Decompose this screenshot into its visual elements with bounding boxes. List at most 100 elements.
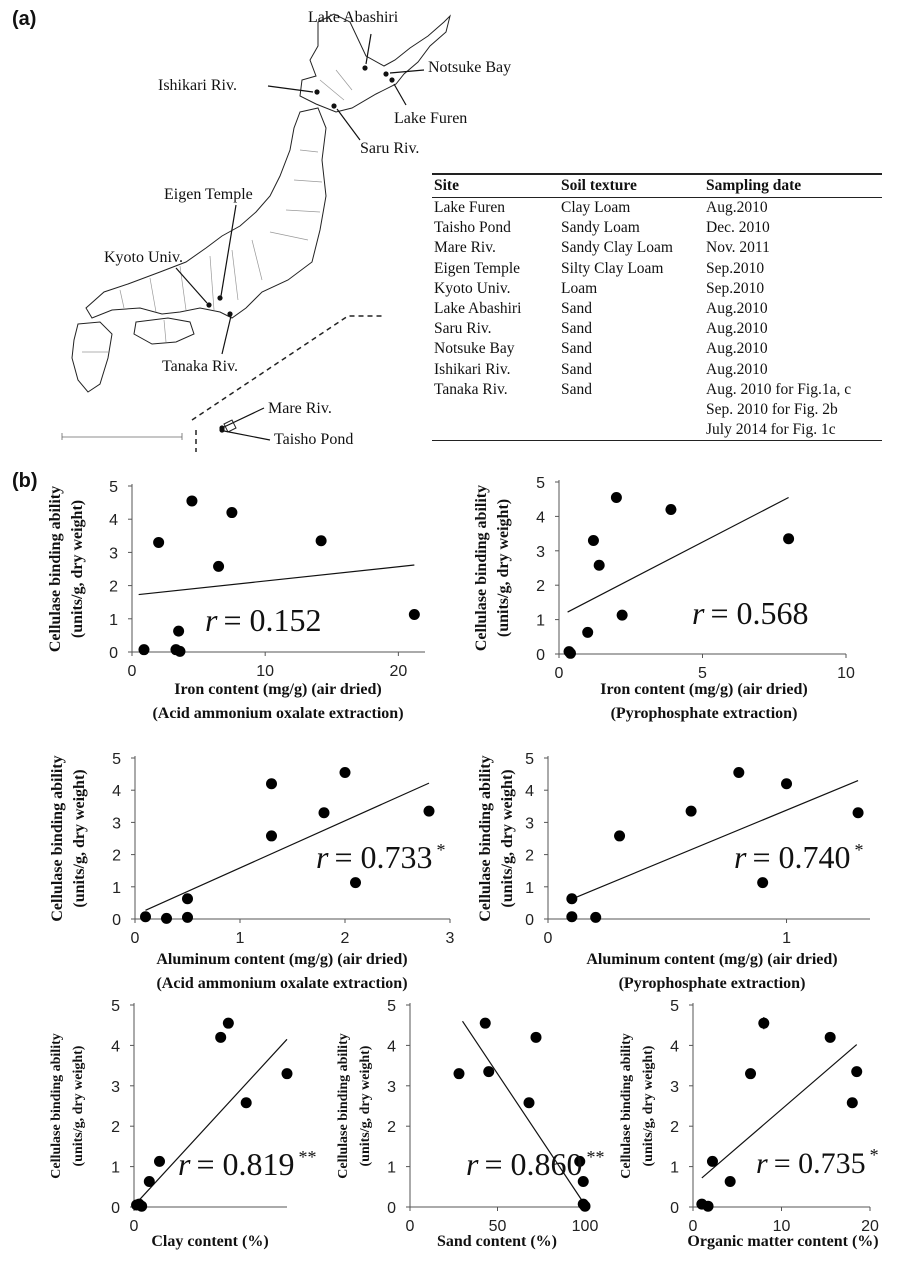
map-site-dot <box>206 302 212 308</box>
y-axis-label: Cellulase binding ability <box>47 486 64 652</box>
x-tick-label: 20 <box>389 663 407 680</box>
map-leader-line <box>220 204 237 297</box>
data-point <box>563 646 575 658</box>
map-site-label: Taisho Pond <box>274 431 353 448</box>
y-tick-label: 4 <box>387 1038 396 1055</box>
japan-map: Lake Abashiri Notsuke Bay Ishikari Riv. Lak… <box>61 9 511 452</box>
map-leader-line <box>221 315 232 355</box>
data-point <box>143 1176 155 1188</box>
y-axis-label: (units/g, dry weight) <box>499 769 516 907</box>
data-point <box>530 1031 542 1043</box>
significance-mark: * <box>870 1145 879 1165</box>
regression-line <box>701 1044 858 1179</box>
table-row: Sep. 2010 for Fig. 2b <box>432 400 882 420</box>
y-axis-label: Cellulase binding ability <box>477 755 494 921</box>
x-tick-label: 50 <box>489 1218 507 1235</box>
site-table-body: Lake Furen Clay Loam Aug.2010 Taisho Pond Sa… <box>432 198 882 442</box>
y-tick-label: 2 <box>112 848 121 865</box>
data-point <box>140 911 151 923</box>
cell-sampling-date: Aug. 2010 for Fig.1a, c <box>706 380 852 398</box>
x-axis-label: Organic matter content (%) <box>687 1233 878 1250</box>
data-point <box>182 893 193 905</box>
r-annotation: r = 0.733 * <box>316 839 446 875</box>
map-leader-line <box>389 69 425 74</box>
y-tick-label: 5 <box>670 998 679 1015</box>
y-tick-label: 1 <box>670 1160 679 1177</box>
x-tick-label: 10 <box>773 1218 791 1235</box>
data-point <box>213 560 225 572</box>
y-tick-label: 1 <box>109 612 118 629</box>
data-point <box>579 1200 591 1212</box>
data-point <box>133 1198 145 1210</box>
x-tick-label: 0 <box>131 930 140 947</box>
y-tick-label: 4 <box>525 783 534 800</box>
data-point <box>783 533 795 545</box>
y-tick-label: 4 <box>670 1038 679 1055</box>
scatter-panel: 0 1 2 3 4 5 0 1 2 3 r = 0.733 * Aluminum content (mg/… <box>49 751 455 992</box>
y-tick-label: 2 <box>536 578 545 595</box>
data-point <box>315 535 327 547</box>
cell-site: Lake Abashiri <box>434 300 522 318</box>
cell-soil-texture: Sandy Clay Loam <box>561 239 673 257</box>
map-site-markers <box>175 33 425 441</box>
site-table: Site Soil texture Sampling date Lake Fur… <box>432 173 882 442</box>
cell-sampling-date: Aug.2010 <box>706 360 768 378</box>
data-point <box>266 778 277 790</box>
cell-soil-texture <box>559 400 704 420</box>
data-point <box>222 1017 234 1029</box>
x-tick-label: 2 <box>341 930 350 947</box>
data-point <box>182 911 193 923</box>
cell-site <box>432 400 559 420</box>
cell-site: Notsuke Bay <box>434 340 515 358</box>
cell-site: Eigen Temple <box>434 259 521 277</box>
data-point <box>318 807 330 819</box>
data-point <box>281 1068 293 1080</box>
data-point <box>702 1200 714 1212</box>
map-leader-line <box>336 108 361 141</box>
map-leader-line <box>223 407 265 428</box>
map-leader-line <box>223 430 271 441</box>
y-tick-label: 3 <box>109 545 118 562</box>
data-point <box>846 1097 858 1109</box>
r-value: = 0.860 <box>484 1146 582 1182</box>
cell-soil-texture: Sand <box>561 300 592 318</box>
map-site-dot <box>217 295 223 301</box>
cell-soil-texture: Sand <box>561 380 592 398</box>
map-leader-line <box>393 83 407 106</box>
x-axis-label: Sand content (%) <box>437 1233 557 1250</box>
cell-soil-texture <box>559 420 704 442</box>
y-tick-label: 5 <box>109 479 118 496</box>
y-axis-label: (units/g, dry weight) <box>641 1045 656 1166</box>
cell-soil-texture: Silty Clay Loam <box>561 259 664 277</box>
panel-label-a: (a) <box>12 8 37 30</box>
data-point <box>153 536 165 548</box>
r-annotation: r = 0.860 ** <box>466 1146 605 1182</box>
data-point <box>614 830 626 842</box>
x-axis-label: (Acid ammonium oxalate extraction) <box>152 705 403 722</box>
scatter-panel: 0 1 2 3 4 5 0 5 10 r = 0.568 Iron content (mg/g) (a… <box>473 475 855 722</box>
shikoku-shape <box>133 317 195 345</box>
kyushu-shape <box>71 321 113 393</box>
y-axis-label: Cellulase binding ability <box>49 755 66 921</box>
r-symbol: r <box>466 1146 479 1182</box>
data-point <box>174 645 186 657</box>
y-tick-label: 2 <box>525 848 534 865</box>
data-point <box>706 1155 718 1167</box>
y-tick-label: 0 <box>536 647 545 664</box>
cell-site: Ishikari Riv. <box>434 360 511 378</box>
r-value: = 0.735 <box>774 1147 866 1180</box>
table-row: Saru Riv. Sand Aug.2010 <box>432 319 882 339</box>
r-annotation: r = 0.819 ** <box>178 1146 317 1182</box>
honshu-shape <box>85 107 327 319</box>
y-tick-label: 0 <box>112 912 121 929</box>
data-point <box>350 877 361 889</box>
y-tick-label: 2 <box>111 1119 120 1136</box>
col-header-soil-texture: Soil texture <box>559 173 704 198</box>
y-axis-label: (units/g, dry weight) <box>71 769 88 907</box>
r-value: = 0.819 <box>196 1146 294 1182</box>
significance-mark: * <box>437 840 446 860</box>
x-axis-label: (Pyrophosphate extraction) <box>611 705 798 722</box>
cell-soil-texture: Sand <box>561 360 592 378</box>
cell-sampling-date: July 2014 for Fig. 1c <box>704 420 882 442</box>
hokkaido-shape <box>299 13 451 113</box>
